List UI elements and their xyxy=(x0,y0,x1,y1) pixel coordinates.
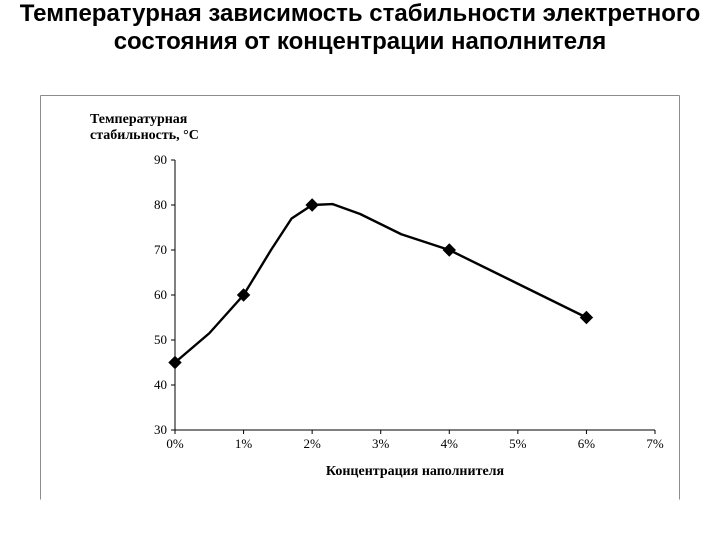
x-axis-label: Концентрация наполнителя xyxy=(326,464,505,479)
y-tick-label: 60 xyxy=(154,287,167,302)
x-tick-label: 0% xyxy=(166,436,184,451)
y-tick-label: 90 xyxy=(154,152,167,167)
x-tick-label: 2% xyxy=(303,436,321,451)
data-marker xyxy=(306,199,318,211)
chart-container: Температурнаястабильность, °С 30 40 50 60 70 8… xyxy=(40,95,680,500)
data-marker xyxy=(443,244,455,256)
x-tick-label: 6% xyxy=(578,436,596,451)
y-tick-label: 80 xyxy=(154,197,167,212)
y-tick-label: 70 xyxy=(154,242,167,257)
y-tick-label: 30 xyxy=(154,422,167,437)
x-tick-label: 1% xyxy=(235,436,253,451)
x-tick-label: 3% xyxy=(372,436,390,451)
x-tick-label: 4% xyxy=(441,436,459,451)
y-axis-label: Температурнаястабильность, °С xyxy=(90,112,199,143)
x-tick-label: 7% xyxy=(646,436,664,451)
chart-svg: Температурнаястабильность, °С 30 40 50 60 70 8… xyxy=(40,95,680,500)
y-tick-label: 50 xyxy=(154,332,167,347)
y-tick-label: 40 xyxy=(154,377,167,392)
data-marker xyxy=(580,312,592,324)
data-line xyxy=(175,204,586,362)
x-tick-label: 5% xyxy=(509,436,527,451)
page: Температурная зависимость стабильности э… xyxy=(0,0,720,540)
page-title: Температурная зависимость стабильности э… xyxy=(0,0,720,55)
